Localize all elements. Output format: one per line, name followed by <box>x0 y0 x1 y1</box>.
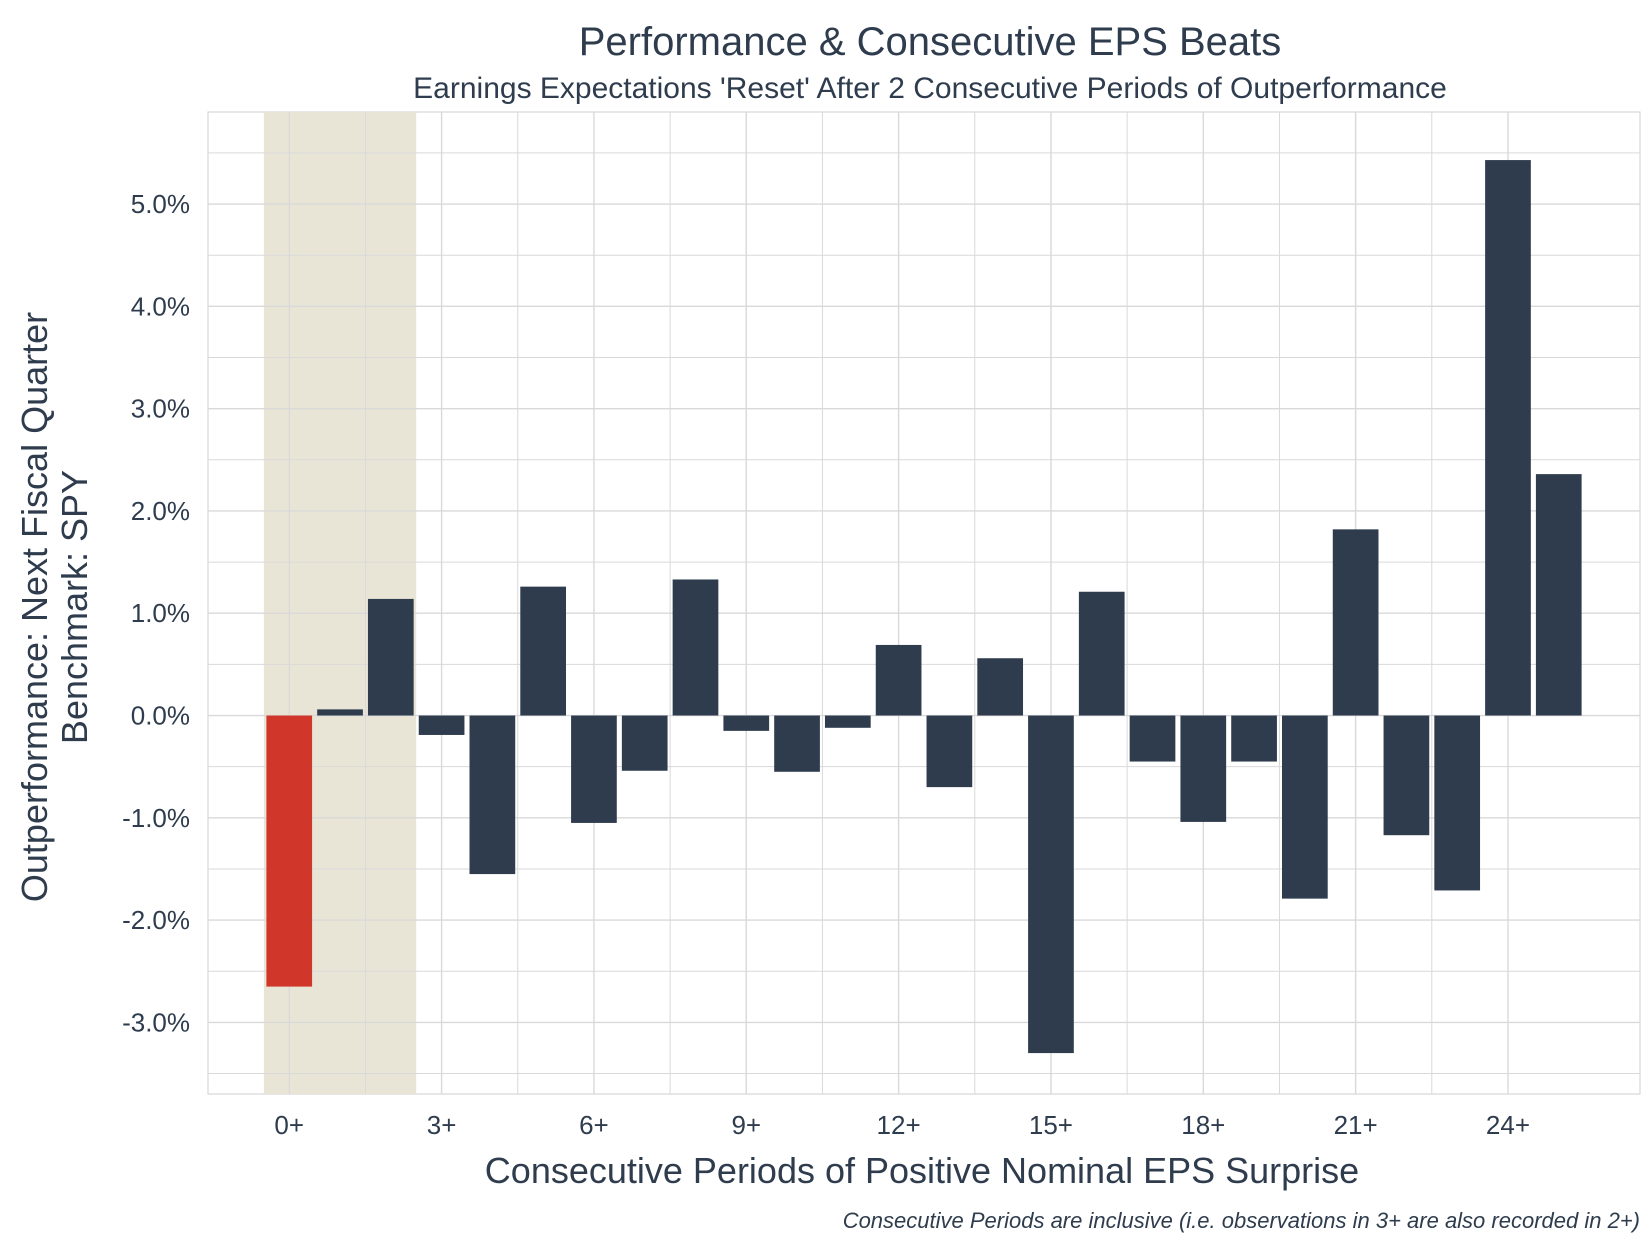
y-tick-label: 3.0% <box>131 394 190 424</box>
bar-13 <box>926 715 973 788</box>
x-tick-label: 15+ <box>1029 1110 1073 1140</box>
x-tick-label: 0+ <box>274 1110 304 1140</box>
bar-9 <box>723 715 770 731</box>
y-axis-title: Outperformance: Next Fiscal Quarter Benc… <box>14 312 95 902</box>
bar-8 <box>672 579 719 716</box>
bar-25 <box>1535 474 1582 716</box>
bar-23 <box>1434 715 1481 891</box>
y-tick-label: -3.0% <box>122 1007 190 1037</box>
bar-11 <box>824 715 871 728</box>
x-tick-label: 3+ <box>427 1110 457 1140</box>
y-axis-ticks: -3.0% -2.0% -1.0% 0.0% 1.0% 2.0% 3.0% 4.0% 5.0% <box>122 189 190 1037</box>
bar-21 <box>1332 529 1379 716</box>
x-tick-label: 21+ <box>1334 1110 1378 1140</box>
bar-4 <box>469 715 516 875</box>
bars <box>266 160 1582 1054</box>
bar-18 <box>1180 715 1227 822</box>
y-tick-label: 0.0% <box>131 701 190 731</box>
y-tick-label: 1.0% <box>131 598 190 628</box>
y-tick-label: -1.0% <box>122 803 190 833</box>
bar-20 <box>1282 715 1328 899</box>
y-axis-title-line-1: Outperformance: Next Fiscal Quarter <box>14 312 55 902</box>
x-tick-label: 24+ <box>1486 1110 1530 1140</box>
y-tick-label: 4.0% <box>131 291 190 321</box>
x-tick-label: 18+ <box>1181 1110 1225 1140</box>
y-tick-label: -2.0% <box>122 905 190 935</box>
bar-0 <box>266 715 313 987</box>
bar-3 <box>418 715 465 735</box>
bar-12 <box>875 644 922 716</box>
bar-19 <box>1231 715 1277 762</box>
bar-6 <box>571 715 617 823</box>
x-tick-label: 9+ <box>731 1110 761 1140</box>
y-tick-label: 2.0% <box>131 496 190 526</box>
chart-title: Performance & Consecutive EPS Beats <box>579 20 1282 64</box>
chart-subtitle: Earnings Expectations 'Reset' After 2 Co… <box>413 72 1447 105</box>
bar-16 <box>1078 591 1125 716</box>
bar-14 <box>977 658 1024 716</box>
bar-7 <box>621 715 668 771</box>
x-axis-title: Consecutive Periods of Positive Nominal … <box>485 1150 1359 1191</box>
plot-area <box>207 111 1641 1095</box>
grid <box>208 112 1640 1094</box>
bar-10 <box>774 715 820 772</box>
y-tick-label: 5.0% <box>131 189 190 219</box>
bar-5 <box>520 586 566 716</box>
plot-border <box>207 111 1641 1095</box>
bar-24 <box>1485 160 1531 716</box>
y-axis-title-line-2: Benchmark: SPY <box>54 470 95 744</box>
x-axis-ticks: 0+ 3+ 6+ 9+ 12+ 15+ 18+ 21+ 24+ <box>274 1110 1530 1140</box>
bar-1 <box>317 709 363 716</box>
bar-15 <box>1028 715 1074 1054</box>
x-tick-label: 6+ <box>579 1110 609 1140</box>
bar-17 <box>1129 715 1176 762</box>
bar-2 <box>367 598 414 716</box>
chart-caption: Consecutive Periods are inclusive (i.e. … <box>843 1208 1640 1233</box>
bar-22 <box>1383 715 1430 836</box>
x-tick-label: 12+ <box>877 1110 921 1140</box>
